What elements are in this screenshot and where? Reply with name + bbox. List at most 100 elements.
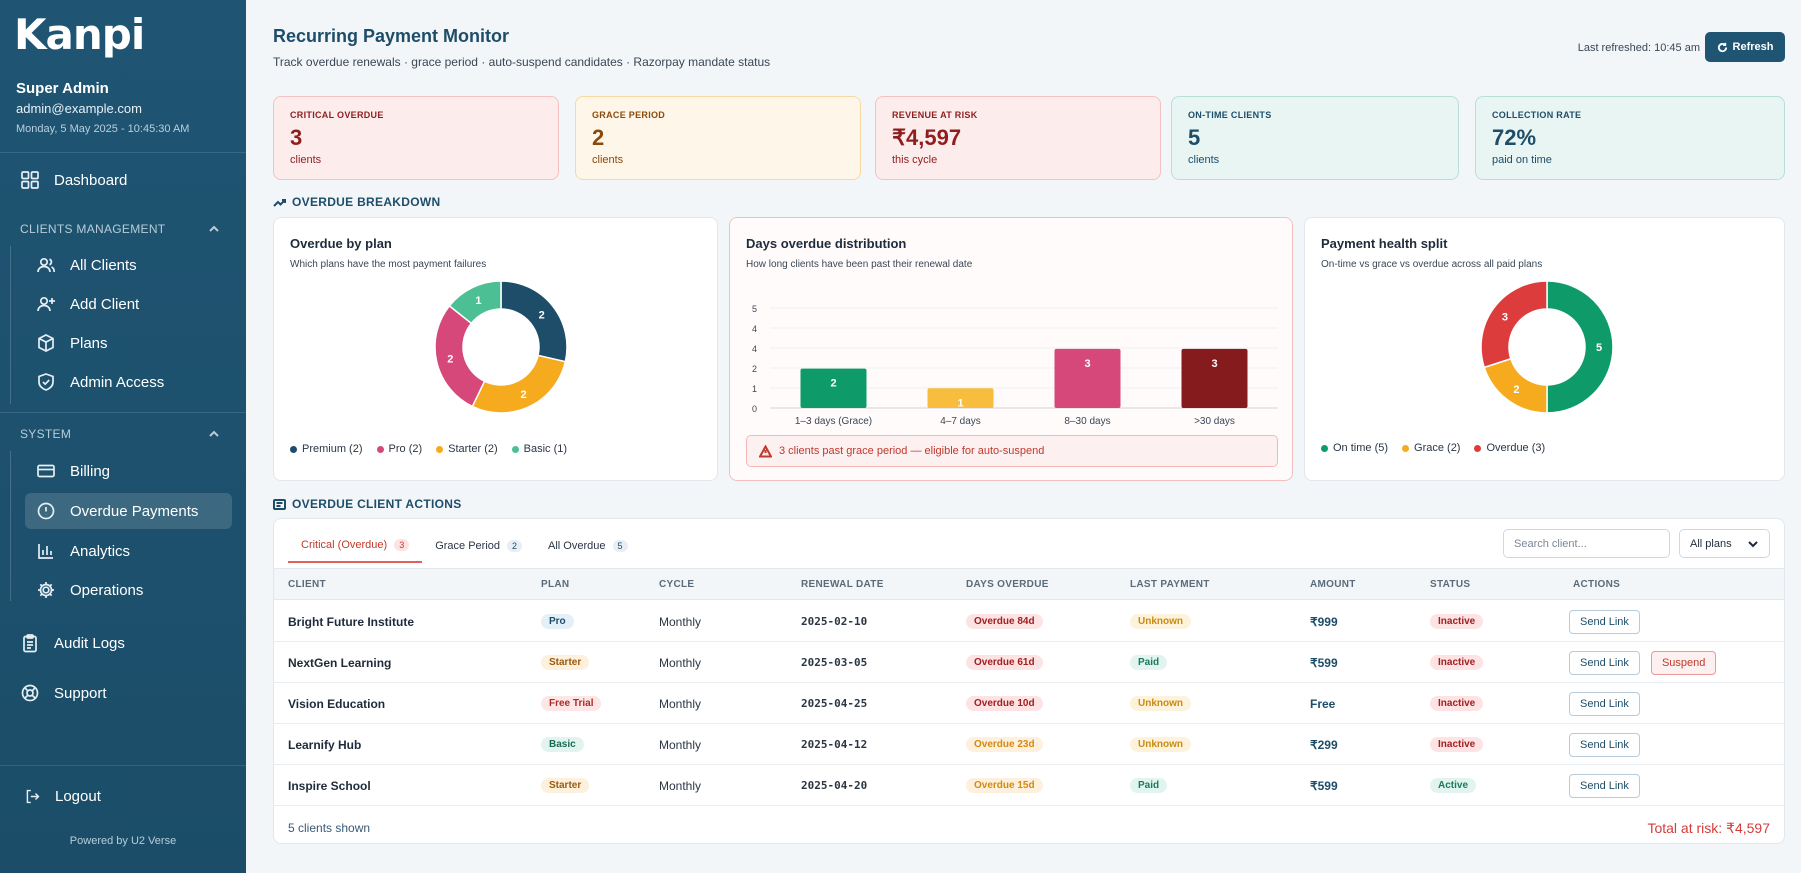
send-link-button[interactable]: Send Link bbox=[1569, 691, 1640, 716]
legend-item: Premium (2) bbox=[290, 443, 363, 455]
amount: ₹599 bbox=[1310, 655, 1338, 670]
shield-check-icon bbox=[38, 373, 54, 391]
legend-item: Pro (2) bbox=[376, 443, 422, 455]
nav-operations[interactable]: Operations bbox=[36, 580, 143, 600]
nav-overdue-payments[interactable]: Overdue Payments bbox=[25, 493, 232, 529]
kpi-on-time-clients: ON-TIME CLIENTS 5 clients bbox=[1171, 96, 1459, 180]
renewal-date: 2025-04-20 bbox=[801, 779, 868, 792]
legend-swatch bbox=[1321, 444, 1328, 452]
y-tick-label: 5 bbox=[752, 304, 757, 314]
legend-item: Overdue (3) bbox=[1474, 442, 1545, 454]
legend-swatch bbox=[290, 445, 297, 453]
box-icon bbox=[38, 334, 54, 352]
warning-icon bbox=[759, 444, 772, 457]
y-tick-label: 0 bbox=[752, 404, 757, 414]
alert-text: 3 clients past grace period — eligible f… bbox=[779, 445, 1045, 457]
user-plus-icon bbox=[37, 296, 55, 312]
last-payment-badge: Paid bbox=[1130, 655, 1168, 670]
chart-subtitle: On-time vs grace vs overdue across all p… bbox=[1321, 259, 1543, 270]
billing-cycle: Monthly bbox=[659, 655, 702, 670]
page-subtitle: Track overdue renewals · grace period · … bbox=[273, 55, 771, 69]
bar bbox=[800, 368, 867, 408]
amount: ₹999 bbox=[1310, 614, 1338, 629]
send-link-button[interactable]: Send Link bbox=[1569, 650, 1640, 675]
kpi-label: COLLECTION RATE bbox=[1492, 110, 1582, 120]
legend-label: Basic (1) bbox=[523, 443, 568, 455]
section-title: OVERDUE CLIENT ACTIONS bbox=[292, 497, 462, 511]
bar-value-label: 3 bbox=[1084, 358, 1090, 370]
suspend-button[interactable]: Suspend bbox=[1650, 650, 1717, 675]
legend-label: Grace (2) bbox=[1414, 442, 1461, 454]
tab-grace-period[interactable]: Grace Period 2 bbox=[422, 539, 535, 563]
tab-all-overdue[interactable]: All Overdue 5 bbox=[535, 539, 641, 563]
billing-cycle: Monthly bbox=[659, 778, 702, 793]
nav-billing-label: Billing bbox=[70, 462, 111, 480]
section-overdue-breakdown: OVERDUE BREAKDOWN bbox=[273, 195, 440, 209]
legend-label: On time (5) bbox=[1333, 442, 1389, 454]
nav-all-clients[interactable]: All Clients bbox=[36, 255, 137, 275]
sidebar: Kanpi Super Admin admin@example.com Mond… bbox=[0, 0, 246, 873]
client-name: Learnify Hub bbox=[288, 737, 362, 752]
days-overdue-badge: Overdue 84d bbox=[966, 614, 1043, 629]
chart-card-health: Payment health split On-time vs grace vs… bbox=[1304, 217, 1785, 481]
main-content: Recurring Payment Monitor Track overdue … bbox=[246, 0, 1801, 873]
last-payment-badge: Paid bbox=[1130, 778, 1168, 793]
plan-filter-select[interactable]: All plans bbox=[1679, 529, 1770, 558]
table-row[interactable]: Vision Education Free Trial Monthly 2025-04… bbox=[274, 683, 1784, 724]
column-header: DAYS OVERDUE bbox=[966, 579, 1049, 590]
column-header: CLIENT bbox=[288, 579, 326, 590]
tab-critical[interactable]: Critical (Overdue) 3 bbox=[288, 539, 423, 563]
send-link-button[interactable]: Send Link bbox=[1569, 609, 1640, 634]
chart-subtitle: Which plans have the most payment failur… bbox=[290, 259, 487, 270]
plan-badge: Starter bbox=[541, 655, 590, 670]
kpi-value: 5 bbox=[1188, 125, 1201, 150]
table-row[interactable]: Bright Future Institute Pro Monthly 2025-02… bbox=[274, 601, 1784, 642]
nav-group-system-label: SYSTEM bbox=[20, 427, 72, 441]
chevron-up-icon bbox=[209, 225, 219, 232]
nav-group-clients[interactable]: CLIENTS MANAGEMENT bbox=[20, 222, 220, 236]
search-input[interactable]: Search client... bbox=[1503, 529, 1670, 558]
kpi-value: 3 bbox=[290, 125, 303, 150]
credit-card-icon bbox=[37, 464, 55, 478]
donut-slice bbox=[500, 280, 568, 363]
nav-plans[interactable]: Plans bbox=[36, 333, 108, 353]
user-name: Super Admin bbox=[16, 80, 109, 97]
table-row[interactable]: NextGen Learning Starter Monthly 2025-03-05… bbox=[274, 642, 1784, 683]
legend-swatch bbox=[436, 445, 444, 453]
kpi-sub: paid on time bbox=[1492, 154, 1552, 166]
nav-support[interactable]: Support bbox=[20, 683, 107, 703]
tab-label: All Overdue bbox=[548, 540, 606, 552]
table-tabs: Critical (Overdue) 3 Grace Period 2 All Ov… bbox=[288, 539, 641, 563]
plan-badge: Basic bbox=[541, 737, 584, 752]
brand-logo: Kanpi bbox=[14, 10, 145, 59]
list-icon bbox=[273, 498, 286, 510]
send-link-button[interactable]: Send Link bbox=[1569, 732, 1640, 757]
nav-audit-logs[interactable]: Audit Logs bbox=[20, 633, 125, 653]
nav-admin-access[interactable]: Admin Access bbox=[36, 372, 164, 392]
days-overdue-badge: Overdue 61d bbox=[966, 655, 1043, 670]
nav-group-system[interactable]: SYSTEM bbox=[20, 427, 220, 441]
last-payment-badge: Unknown bbox=[1130, 737, 1191, 752]
kpi-sub: clients bbox=[592, 154, 624, 166]
chart-title: Payment health split bbox=[1321, 236, 1448, 251]
refresh-button[interactable]: Refresh bbox=[1705, 32, 1785, 62]
table-row[interactable]: Inspire School Starter Monthly 2025-04-20 Ov… bbox=[274, 765, 1784, 806]
send-link-button[interactable]: Send Link bbox=[1569, 773, 1640, 798]
nav-dashboard[interactable]: Dashboard bbox=[20, 170, 127, 190]
nav-add-client[interactable]: Add Client bbox=[36, 294, 139, 314]
slice-value-label: 2 bbox=[520, 389, 526, 401]
nav-logout[interactable]: Logout bbox=[24, 788, 101, 805]
nav-group-clients-label: CLIENTS MANAGEMENT bbox=[20, 222, 166, 236]
y-tick-label: 4 bbox=[752, 324, 757, 334]
tab-count: 2 bbox=[507, 540, 523, 552]
bar-value-label: 3 bbox=[1211, 358, 1217, 370]
nav-analytics[interactable]: Analytics bbox=[36, 541, 130, 561]
donut-slice bbox=[1546, 280, 1614, 414]
tab-label: Critical (Overdue) bbox=[301, 539, 388, 551]
legend-swatch bbox=[376, 445, 384, 453]
nav-billing[interactable]: Billing bbox=[36, 461, 110, 481]
x-tick-label: >30 days bbox=[1194, 416, 1235, 427]
nav-operations-label: Operations bbox=[70, 581, 144, 599]
status-badge: Inactive bbox=[1430, 696, 1484, 711]
table-row[interactable]: Learnify Hub Basic Monthly 2025-04-12 Overdu… bbox=[274, 724, 1784, 765]
